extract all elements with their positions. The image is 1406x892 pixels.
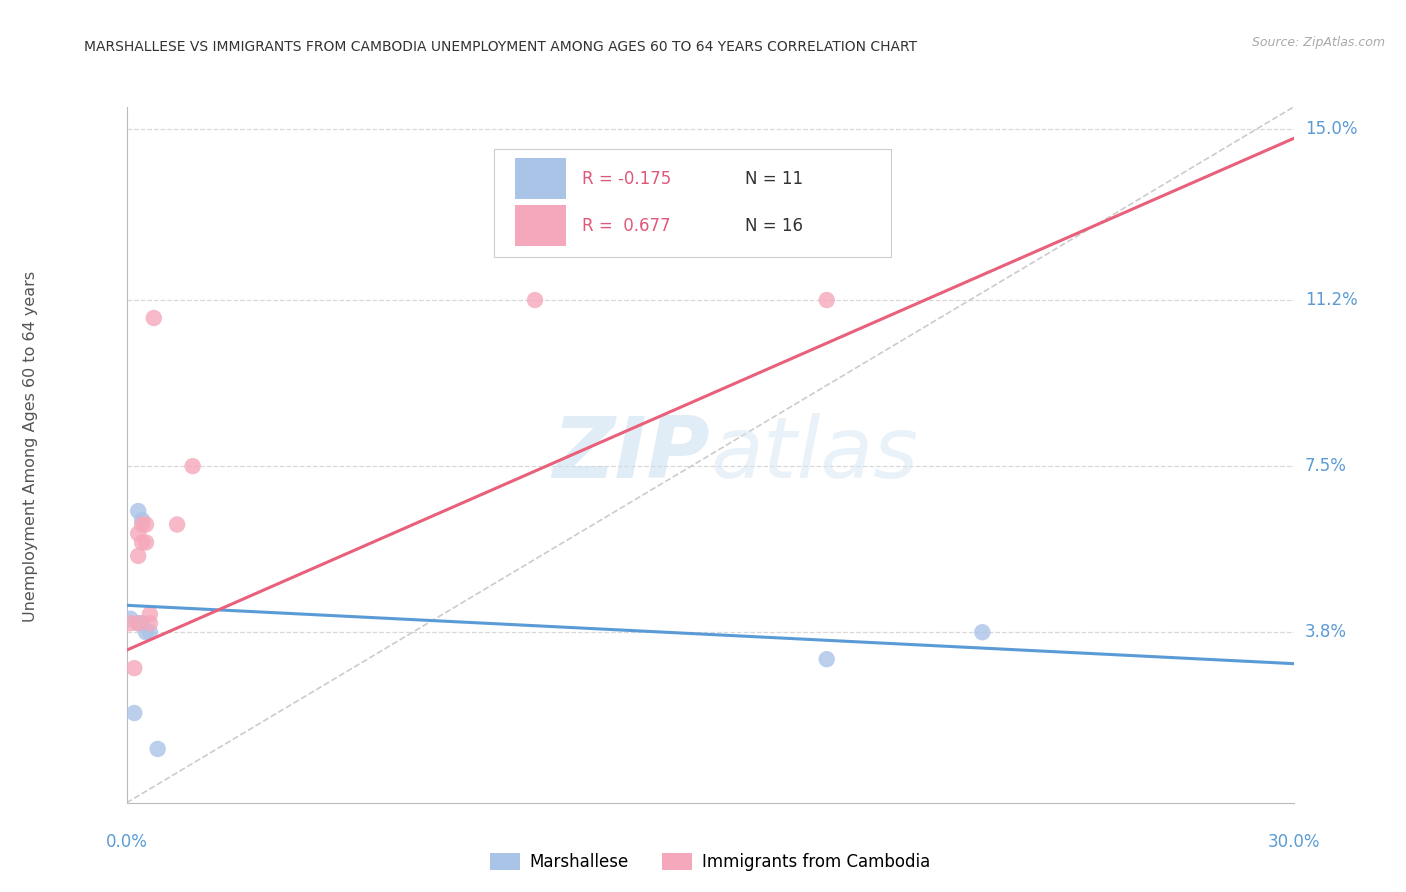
Point bbox=[124, 661, 146, 675]
Point bbox=[523, 293, 546, 307]
Point bbox=[127, 549, 149, 563]
Point bbox=[131, 535, 153, 549]
Text: 15.0%: 15.0% bbox=[1305, 120, 1357, 138]
Text: N = 11: N = 11 bbox=[745, 169, 803, 187]
Point bbox=[166, 517, 188, 532]
Point bbox=[120, 612, 142, 626]
Text: 7.5%: 7.5% bbox=[1305, 457, 1347, 475]
Point bbox=[131, 616, 153, 631]
Text: MARSHALLESE VS IMMIGRANTS FROM CAMBODIA UNEMPLOYMENT AMONG AGES 60 TO 64 YEARS C: MARSHALLESE VS IMMIGRANTS FROM CAMBODIA … bbox=[84, 40, 918, 54]
Legend: Marshallese, Immigrants from Cambodia: Marshallese, Immigrants from Cambodia bbox=[482, 847, 938, 878]
Point bbox=[131, 517, 153, 532]
Point bbox=[127, 504, 149, 518]
Text: R =  0.677: R = 0.677 bbox=[582, 217, 671, 235]
Point bbox=[139, 616, 162, 631]
Point bbox=[135, 517, 157, 532]
Text: 3.8%: 3.8% bbox=[1305, 624, 1347, 641]
Point bbox=[139, 607, 162, 622]
Point bbox=[142, 311, 165, 326]
Point bbox=[139, 625, 162, 640]
Point bbox=[815, 293, 838, 307]
Point bbox=[135, 625, 157, 640]
Text: N = 16: N = 16 bbox=[745, 217, 803, 235]
Text: Unemployment Among Ages 60 to 64 years: Unemployment Among Ages 60 to 64 years bbox=[24, 270, 38, 622]
FancyBboxPatch shape bbox=[515, 205, 567, 246]
Text: Source: ZipAtlas.com: Source: ZipAtlas.com bbox=[1251, 36, 1385, 49]
Point bbox=[131, 513, 153, 527]
Text: 30.0%: 30.0% bbox=[1267, 833, 1320, 851]
Text: 0.0%: 0.0% bbox=[105, 833, 148, 851]
Text: ZIP: ZIP bbox=[553, 413, 710, 497]
FancyBboxPatch shape bbox=[515, 158, 567, 199]
Point bbox=[127, 616, 149, 631]
Point bbox=[127, 616, 149, 631]
Point bbox=[972, 625, 994, 640]
FancyBboxPatch shape bbox=[494, 149, 891, 257]
Point bbox=[127, 526, 149, 541]
Point bbox=[120, 616, 142, 631]
Text: 11.2%: 11.2% bbox=[1305, 291, 1357, 309]
Point bbox=[135, 535, 157, 549]
Text: R = -0.175: R = -0.175 bbox=[582, 169, 671, 187]
Point bbox=[815, 652, 838, 666]
Text: atlas: atlas bbox=[710, 413, 918, 497]
Point bbox=[124, 706, 146, 720]
Point bbox=[146, 742, 169, 756]
Point bbox=[181, 459, 204, 474]
